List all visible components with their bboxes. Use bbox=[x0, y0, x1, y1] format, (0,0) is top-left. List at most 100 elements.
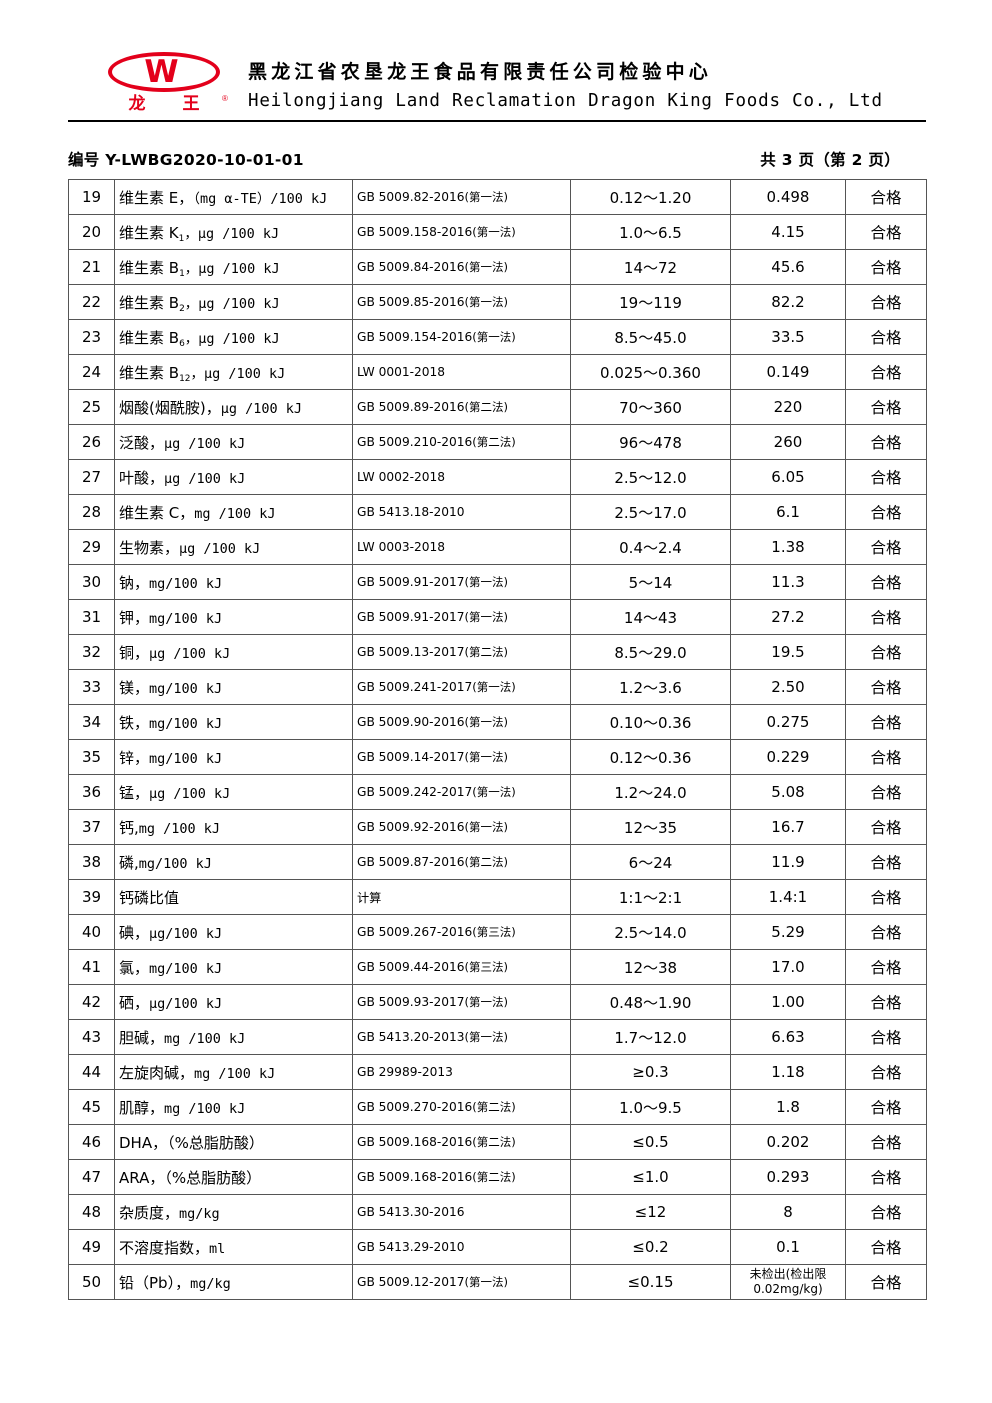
cell-test-method: GB 5009.87-2016(第二法) bbox=[352, 844, 571, 880]
cell-spec-range: 14～43 bbox=[570, 599, 731, 635]
cell-conclusion: 合格 bbox=[845, 949, 927, 985]
cell-spec-range: 0.12～0.36 bbox=[570, 739, 731, 775]
cell-conclusion: 合格 bbox=[845, 459, 927, 495]
cell-index: 22 bbox=[68, 284, 115, 320]
method-standard: GB 5009.90-2016 bbox=[357, 715, 465, 729]
cell-test-item: 镁，mg/100 kJ bbox=[114, 669, 353, 705]
item-name: 锌， bbox=[119, 748, 150, 767]
method-variant: (第一法) bbox=[472, 330, 516, 344]
cell-conclusion: 合格 bbox=[845, 599, 927, 635]
cell-test-item: 钙磷比值 bbox=[114, 879, 353, 915]
method-variant: (第一法) bbox=[472, 785, 516, 799]
item-unit: μg /100 kJ bbox=[164, 470, 246, 487]
page-indicator: 共 3 页（第 2 页） bbox=[760, 151, 900, 169]
table-row: 43 胆碱，mg /100 kJ GB 5413.20-2013(第一法) 1.7～1… bbox=[68, 1019, 927, 1055]
cell-test-result: 8 bbox=[730, 1194, 846, 1230]
method-variant: (第三法) bbox=[464, 960, 508, 974]
item-subscript: 1 bbox=[178, 233, 185, 244]
cell-conclusion: 合格 bbox=[845, 1124, 927, 1160]
item-name: 胆碱， bbox=[119, 1028, 165, 1047]
logo-brand-char-wang: 王 bbox=[182, 94, 200, 114]
method-standard: GB 5413.29-2010 bbox=[357, 1240, 465, 1254]
cell-test-item: 杂质度，mg/kg bbox=[114, 1194, 353, 1230]
method-variant: (第一法) bbox=[464, 1030, 508, 1044]
cell-index: 46 bbox=[68, 1124, 115, 1160]
item-unit: mg/kg bbox=[190, 1275, 231, 1292]
cell-index: 23 bbox=[68, 319, 115, 355]
cell-test-result: 5.29 bbox=[730, 914, 846, 950]
table-row: 38 磷,mg/100 kJ GB 5009.87-2016(第二法) 6～24 11.… bbox=[68, 844, 927, 880]
cell-index: 36 bbox=[68, 774, 115, 810]
cell-spec-range: 8.5～45.0 bbox=[570, 319, 731, 355]
cell-conclusion: 合格 bbox=[845, 739, 927, 775]
item-name: ARA，（%总脂肪酸） bbox=[119, 1168, 262, 1187]
item-unit: mg/100 kJ bbox=[149, 750, 223, 767]
cell-test-method: GB 5009.270-2016(第二法) bbox=[352, 1089, 571, 1125]
cell-test-result: 1.4:1 bbox=[730, 879, 846, 915]
cell-spec-range: 12～35 bbox=[570, 809, 731, 845]
item-unit: mg /100 kJ bbox=[164, 1100, 246, 1117]
cell-test-method: GB 5009.168-2016(第二法) bbox=[352, 1124, 571, 1160]
item-unit: mg/100 kJ bbox=[149, 680, 223, 697]
item-unit: mg /100 kJ bbox=[194, 1065, 276, 1082]
cell-index: 30 bbox=[68, 564, 115, 600]
cell-test-result: 6.05 bbox=[730, 459, 846, 495]
cell-index: 37 bbox=[68, 809, 115, 845]
item-unit: ，μg /100 kJ bbox=[190, 365, 286, 382]
cell-conclusion: 合格 bbox=[845, 1159, 927, 1195]
item-name: 氯， bbox=[119, 958, 150, 977]
cell-test-method: GB 5009.91-2017(第一法) bbox=[352, 599, 571, 635]
item-name: 维生素 C， bbox=[119, 503, 195, 522]
cell-test-method: GB 5009.168-2016(第二法) bbox=[352, 1159, 571, 1195]
item-name: 肌醇， bbox=[119, 1098, 165, 1117]
cell-spec-range: 19～119 bbox=[570, 284, 731, 320]
table-row: 49 不溶度指数，ml GB 5413.29-2010 ≤0.2 0.1 合格 bbox=[68, 1229, 927, 1265]
cell-index: 35 bbox=[68, 739, 115, 775]
cell-spec-range: 0.10～0.36 bbox=[570, 704, 731, 740]
cell-index: 45 bbox=[68, 1089, 115, 1125]
cell-test-method: GB 5009.84-2016(第一法) bbox=[352, 249, 571, 285]
cell-index: 32 bbox=[68, 634, 115, 670]
cell-test-result: 6.1 bbox=[730, 494, 846, 530]
cell-test-method: GB 5009.89-2016(第二法) bbox=[352, 389, 571, 425]
cell-test-item: 铅（Pb），mg/kg bbox=[114, 1264, 353, 1300]
cell-test-result: 33.5 bbox=[730, 319, 846, 355]
cell-test-item: 不溶度指数，ml bbox=[114, 1229, 353, 1265]
method-standard: GB 29989-2013 bbox=[357, 1065, 453, 1079]
item-name: DHA，（%总脂肪酸） bbox=[119, 1133, 264, 1152]
table-row: 28 维生素 C，mg /100 kJ GB 5413.18-2010 2.5～17.… bbox=[68, 494, 927, 530]
method-variant: (第二法) bbox=[464, 855, 508, 869]
cell-index: 34 bbox=[68, 704, 115, 740]
method-variant: (第一法) bbox=[464, 1275, 508, 1289]
cell-test-item: 氯，mg/100 kJ bbox=[114, 949, 353, 985]
cell-test-method: GB 5009.242-2017(第一法) bbox=[352, 774, 571, 810]
logo-oval-shape bbox=[108, 52, 220, 92]
cell-index: 47 bbox=[68, 1159, 115, 1195]
item-name: 钾， bbox=[119, 608, 150, 627]
cell-test-method: GB 5009.158-2016(第一法) bbox=[352, 214, 571, 250]
cell-test-item: 泛酸，μg /100 kJ bbox=[114, 424, 353, 460]
item-unit: mg/100 kJ bbox=[149, 960, 223, 977]
cell-conclusion: 合格 bbox=[845, 494, 927, 530]
cell-spec-range: 8.5～29.0 bbox=[570, 634, 731, 670]
cell-index: 26 bbox=[68, 424, 115, 460]
company-name-chinese: 黑龙江省农垦龙王食品有限责任公司检验中心 bbox=[248, 61, 713, 83]
cell-test-result: 82.2 bbox=[730, 284, 846, 320]
cell-test-method: GB 5009.85-2016(第一法) bbox=[352, 284, 571, 320]
table-row: 34 铁，mg/100 kJ GB 5009.90-2016(第一法) 0.10～0.… bbox=[68, 704, 927, 740]
cell-test-item: 碘，μg/100 kJ bbox=[114, 914, 353, 950]
inspection-results-table: 19 维生素 E，（mg α-TE）/100 kJ GB 5009.82-2016(… bbox=[68, 179, 927, 1300]
cell-test-result: 0.293 bbox=[730, 1159, 846, 1195]
report-subheader: 编号 Y-LWBG2020-10-01-01 共 3 页（第 2 页） bbox=[68, 148, 926, 174]
table-row: 50 铅（Pb），mg/kg GB 5009.12-2017(第一法) ≤0.15 未检… bbox=[68, 1264, 927, 1300]
cell-spec-range: 1:1～2:1 bbox=[570, 879, 731, 915]
method-standard: GB 5009.82-2016 bbox=[357, 190, 465, 204]
cell-test-result: 220 bbox=[730, 389, 846, 425]
company-logo: W 龙 王 ® bbox=[104, 52, 228, 114]
cell-conclusion: 合格 bbox=[845, 1019, 927, 1055]
method-standard: GB 5009.91-2017 bbox=[357, 610, 465, 624]
cell-test-method: GB 5009.93-2017(第一法) bbox=[352, 984, 571, 1020]
item-unit: μg /100 kJ bbox=[149, 785, 231, 802]
item-name: 维生素 K bbox=[119, 223, 179, 242]
cell-test-item: 锰，μg /100 kJ bbox=[114, 774, 353, 810]
